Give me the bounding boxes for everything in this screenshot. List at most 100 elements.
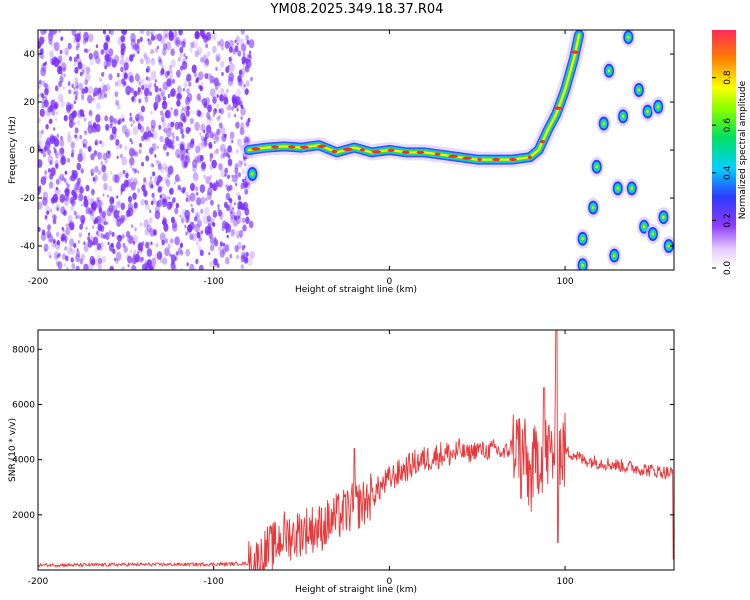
noise-dot	[50, 235, 54, 241]
noise-dot	[163, 199, 167, 205]
noise-dot	[198, 264, 204, 270]
noise-dot	[68, 89, 72, 95]
noise-dot	[133, 90, 138, 98]
noise-dot	[143, 131, 149, 140]
noise-dot	[119, 144, 122, 149]
noise-dot	[235, 35, 240, 43]
noise-dot	[227, 174, 230, 179]
noise-dot	[170, 107, 173, 111]
noise-dot	[143, 52, 148, 59]
noise-dot	[191, 64, 197, 74]
noise-dot	[213, 258, 218, 266]
noise-dot	[225, 105, 228, 110]
noise-dot	[94, 165, 99, 173]
noise-dot	[223, 201, 228, 209]
noise-dot	[95, 114, 101, 123]
noise-dot	[117, 199, 122, 207]
noise-dot	[60, 100, 65, 108]
noise-dot	[105, 83, 111, 92]
noise-dot	[61, 226, 64, 231]
noise-dot	[207, 115, 211, 121]
noise-dot	[52, 193, 59, 203]
noise-dot	[242, 224, 247, 232]
noise-dot	[214, 84, 219, 91]
noise-dot	[180, 123, 183, 127]
noise-dot	[240, 122, 245, 129]
noise-dot	[160, 176, 163, 181]
noise-dot	[69, 222, 75, 231]
noise-dot	[48, 118, 53, 125]
noise-dot	[136, 38, 141, 44]
colorbar-gradient	[712, 30, 736, 268]
noise-dot	[96, 243, 102, 251]
noise-dot	[85, 145, 88, 150]
noise-dot	[102, 193, 105, 197]
noise-dot	[44, 170, 48, 175]
noise-dot	[165, 165, 170, 173]
noise-dot	[92, 205, 96, 212]
spectral-blob	[575, 255, 590, 270]
noise-dot	[174, 207, 179, 215]
noise-dot	[170, 254, 177, 263]
noise-dot	[205, 197, 208, 201]
noise-dot	[150, 70, 157, 80]
noise-dot	[94, 141, 97, 146]
noise-dot	[144, 134, 149, 143]
noise-dot	[240, 83, 245, 91]
noise-dot	[38, 159, 43, 168]
noise-dot	[150, 110, 153, 115]
noise-dot	[110, 170, 113, 175]
noise-dot	[120, 30, 125, 35]
noise-dot	[123, 62, 129, 71]
noise-dot	[50, 167, 56, 177]
noise-dot	[234, 39, 237, 44]
noise-dot	[92, 97, 95, 102]
ridge-hotspot	[492, 158, 500, 162]
noise-dot	[238, 38, 245, 47]
noise-dot	[62, 197, 65, 202]
noise-dot	[96, 102, 101, 110]
noise-dot	[55, 163, 59, 169]
noise-dot	[44, 88, 49, 96]
noise-dot	[56, 207, 59, 211]
noise-dot	[245, 59, 252, 69]
noise-dot	[82, 38, 87, 45]
noise-dot	[196, 231, 201, 239]
noise-dot	[107, 241, 110, 246]
noise-dot	[145, 241, 150, 249]
colorbar-tick-label: 0.0	[723, 261, 733, 276]
noise-dot	[83, 263, 89, 270]
noise-dot	[200, 230, 204, 235]
ridge-hotspot	[300, 145, 309, 149]
noise-dot	[121, 156, 127, 166]
noise-dot	[38, 201, 43, 210]
noise-dot	[96, 230, 100, 237]
noise-dot	[192, 171, 199, 182]
noise-dot	[51, 30, 58, 35]
noise-dot	[117, 234, 122, 243]
noise-dot	[220, 212, 225, 220]
noise-dot	[77, 153, 83, 163]
noise-dot	[95, 248, 98, 253]
noise-dot	[116, 72, 120, 78]
noise-dot	[108, 230, 112, 235]
noise-dot	[137, 251, 140, 255]
noise-dot	[121, 124, 128, 134]
noise-dot	[87, 85, 93, 95]
noise-dot	[81, 94, 85, 101]
noise-dot	[199, 249, 204, 257]
x-tick-label: 100	[556, 277, 573, 287]
noise-dot	[40, 67, 47, 77]
y-tick-label: 4000	[12, 456, 35, 466]
ridge-hotspot	[448, 154, 459, 158]
noise-dot	[138, 81, 142, 87]
noise-dot	[182, 38, 187, 45]
noise-dot	[144, 259, 147, 264]
noise-dot	[53, 251, 60, 261]
noise-dot	[139, 222, 143, 227]
ridge-hotspot	[509, 157, 517, 162]
noise-dot	[105, 34, 110, 42]
noise-dot	[130, 32, 136, 43]
noise-dot	[240, 161, 243, 165]
noise-dot	[162, 112, 166, 118]
